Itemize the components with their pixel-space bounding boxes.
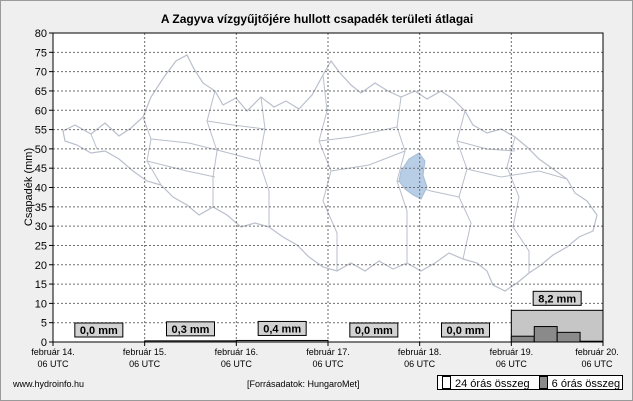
daily-value-label: 0,4 mm (263, 323, 301, 335)
y-tick-label: 75 (35, 47, 47, 59)
daily-value-label: 0,0 mm (355, 325, 393, 337)
plot-border (52, 32, 604, 343)
y-tick-label: 80 (35, 28, 47, 40)
x-tick-label-time: 06 UTC (581, 359, 613, 369)
legend-label-24h: 24 órás összeg (455, 378, 530, 390)
y-tick-label: 45 (35, 163, 47, 175)
plot-area (53, 33, 603, 342)
y-tick-label: 40 (35, 183, 47, 195)
x-tick-label-date: február 16. (215, 347, 259, 357)
source-text: [Forrásadatok: HungaroMet] (247, 379, 360, 389)
y-tick-label: 5 (41, 318, 47, 330)
x-tick-label-time: 06 UTC (129, 359, 161, 369)
y-tick-label: 55 (35, 125, 47, 137)
daily-value-label-box (441, 322, 490, 338)
daily-value-label: 0,0 mm (447, 325, 485, 337)
x-tick-label-time: 06 UTC (312, 359, 344, 369)
x-tick-label-date: február 15. (123, 347, 167, 357)
daily-value-label-box (74, 322, 124, 338)
y-tick-label: 60 (35, 105, 47, 117)
six-hour-bar (533, 326, 558, 343)
y-tick-label: 15 (35, 279, 47, 291)
legend-item-6h: 6 órás összeg (538, 376, 621, 392)
y-tick-label: 70 (35, 67, 47, 79)
website-text: www.hydroinfo.hu (13, 379, 85, 389)
watershed-outline (62, 54, 598, 292)
y-tick-label: 20 (35, 260, 47, 272)
value-labels: 0,0 mm 0,3 mm 0,4 mm 0,0 mm 0,0 mm 8,2 mm (74, 290, 582, 338)
legend: 24 órás összeg 6 órás összeg (437, 375, 623, 390)
y-tick-label: 50 (35, 144, 47, 156)
x-axis: február 14. 06 UTC február 15. 06 UTC februá… (31, 342, 619, 369)
x-tick-label-time: 06 UTC (37, 359, 69, 369)
legend-label-6h: 6 órás összeg (551, 378, 621, 390)
x-tick-label-date: február 14. (31, 347, 75, 357)
y-axis: 0 5 10 15 20 25 30 35 40 45 50 55 60 65 70 75 80 (35, 28, 53, 349)
daily-value-label-box (166, 321, 215, 337)
daily-value-label: 0,0 mm (80, 325, 118, 337)
x-tick-label-date: február 20. (575, 347, 619, 357)
chart-title: A Zagyva vízgyűjtőjére hullott csapadék … (161, 12, 473, 26)
y-tick-label: 10 (35, 298, 47, 310)
x-tick-label-time: 06 UTC (404, 359, 436, 369)
x-tick-label-time: 06 UTC (221, 359, 253, 369)
grid-lines (53, 33, 603, 342)
y-axis-label: Csapadék (mm) (23, 148, 35, 226)
six-hour-bar (556, 331, 581, 343)
x-tick-label-time: 06 UTC (496, 359, 528, 369)
legend-swatch-24h (442, 376, 451, 389)
x-tick-label-date: február 18. (398, 347, 442, 357)
daily-value-label: 0,3 mm (172, 324, 210, 336)
watershed-inner-boundaries (90, 74, 568, 273)
daily-value-label: 8,2 mm (538, 293, 576, 305)
legend-swatch-6h (538, 376, 548, 389)
y-tick-label: 25 (35, 240, 47, 252)
legend-item-24h: 24 órás összeg (442, 376, 530, 392)
y-tick-label: 30 (35, 221, 47, 233)
six-hour-bar (510, 335, 535, 343)
daily-value-label-box (349, 322, 399, 338)
daily-value-label-box (532, 290, 582, 306)
x-tick-label-date: február 17. (306, 347, 350, 357)
y-tick-label: 0 (41, 337, 47, 349)
daily-value-label-box (257, 320, 307, 336)
x-tick-label-date: február 19. (490, 347, 534, 357)
y-tick-label: 35 (35, 202, 47, 214)
y-tick-label: 65 (35, 86, 47, 98)
